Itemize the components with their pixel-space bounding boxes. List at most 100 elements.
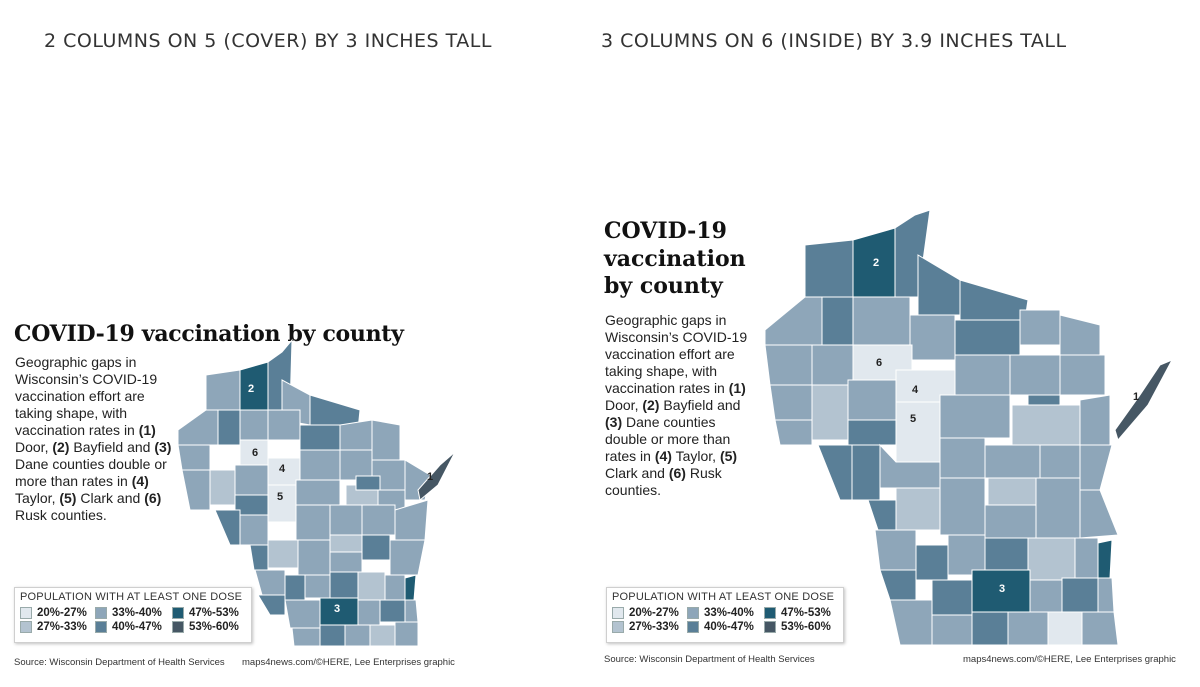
legend-swatch (95, 607, 107, 619)
county (217, 409, 241, 446)
county (931, 614, 973, 646)
county (764, 344, 813, 386)
legend-swatch (172, 607, 184, 619)
left-description: Geographic gaps in Wisconsin’s COVID-19 … (15, 354, 185, 524)
county (774, 419, 813, 446)
county (811, 344, 854, 386)
county (931, 579, 973, 616)
county (1097, 577, 1115, 613)
description-segment: Clark and (605, 465, 669, 481)
county-clark (895, 401, 941, 463)
county (257, 594, 286, 616)
county (939, 394, 1011, 439)
county (1009, 354, 1061, 396)
county (284, 599, 321, 629)
marker-label: 4 (279, 463, 286, 475)
map-markers: 2 3 4 5 6 1 2 3 4 5 6 1 (248, 257, 1139, 615)
county (1061, 577, 1099, 613)
marker-label: 1 (1133, 391, 1139, 403)
left-source: Source: Wisconsin Department of Health S… (14, 657, 225, 668)
county (361, 504, 396, 536)
right-map-title: COVID-19 vaccination by county (604, 218, 746, 299)
legend-item: 47%-53% (172, 607, 247, 619)
county (874, 529, 917, 571)
legend-grid: 20%-27% 33%-40% 47%-53% 27%-33% 40%-47% 53%-6… (612, 607, 837, 633)
county (984, 444, 1041, 479)
description-segment: Rusk counties. (15, 507, 107, 523)
county (177, 444, 211, 471)
county (267, 409, 301, 441)
county (939, 437, 986, 479)
legend-label: 33%-40% (704, 607, 754, 619)
description-segment: (5) (59, 490, 77, 506)
county (847, 419, 897, 446)
description-segment: (2) (52, 439, 70, 455)
description-segment: (4) (131, 473, 149, 489)
description-segment: Dane counties double or more than rates … (15, 456, 167, 489)
marker-label: 1 (427, 471, 433, 483)
county (1059, 314, 1101, 356)
legend-label: 53%-60% (189, 621, 239, 633)
county (384, 574, 406, 601)
county (339, 419, 373, 451)
legend-swatch (95, 621, 107, 633)
legend-label: 27%-33% (629, 621, 679, 633)
county (404, 574, 417, 601)
county (1074, 537, 1099, 579)
county (239, 409, 269, 441)
description-segment: Door, (15, 439, 53, 455)
county (1079, 489, 1119, 539)
county (915, 544, 949, 581)
county (357, 599, 381, 626)
marker-label: 3 (334, 603, 340, 615)
county (295, 479, 341, 506)
marker-label: 6 (876, 357, 882, 369)
county (295, 504, 331, 541)
county (1011, 404, 1081, 446)
marker-label: 2 (873, 257, 879, 269)
legend-swatch (20, 607, 32, 619)
county (1079, 394, 1111, 446)
description-segment: Clark and (76, 490, 145, 506)
right-source: Source: Wisconsin Department of Health S… (604, 654, 815, 665)
county (181, 469, 211, 511)
legend-label: 20%-27% (37, 607, 87, 619)
legend-label: 53%-60% (781, 621, 831, 633)
legend-swatch (612, 607, 624, 619)
right-wisconsin-map (764, 209, 1174, 646)
county (239, 514, 269, 546)
county (1097, 539, 1113, 579)
county (867, 499, 897, 531)
county (852, 296, 911, 346)
legend-item: 27%-33% (20, 621, 95, 633)
county (804, 239, 854, 298)
description-segment: (4) (654, 448, 672, 464)
county (361, 534, 391, 561)
county (344, 624, 371, 647)
description-segment: (3) (154, 439, 172, 455)
left-credit: maps4news.com/©HERE, Lee Enterprises gra… (242, 657, 455, 668)
legend-swatch (764, 607, 776, 619)
county (355, 475, 381, 491)
legend-label: 20%-27% (629, 607, 679, 619)
county (1019, 309, 1061, 346)
county (847, 379, 897, 421)
legend-item: 20%-27% (20, 607, 95, 619)
county (954, 319, 1021, 356)
county (249, 544, 269, 571)
legend-label: 47%-53% (189, 607, 239, 619)
county (954, 354, 1011, 396)
marker-label: 2 (248, 383, 254, 395)
county (879, 569, 917, 601)
description-segment: Rusk counties. (605, 465, 722, 498)
legend-swatch (687, 621, 699, 633)
legend-label: 33%-40% (112, 607, 162, 619)
county (1079, 444, 1113, 491)
description-segment: Bayfield and (659, 397, 741, 413)
description-segment: Taylor, (15, 490, 60, 506)
county (971, 611, 1009, 646)
description-segment: Door, (605, 397, 643, 413)
county (234, 464, 269, 496)
county (209, 469, 236, 506)
legend-item: 20%-27% (612, 607, 687, 619)
